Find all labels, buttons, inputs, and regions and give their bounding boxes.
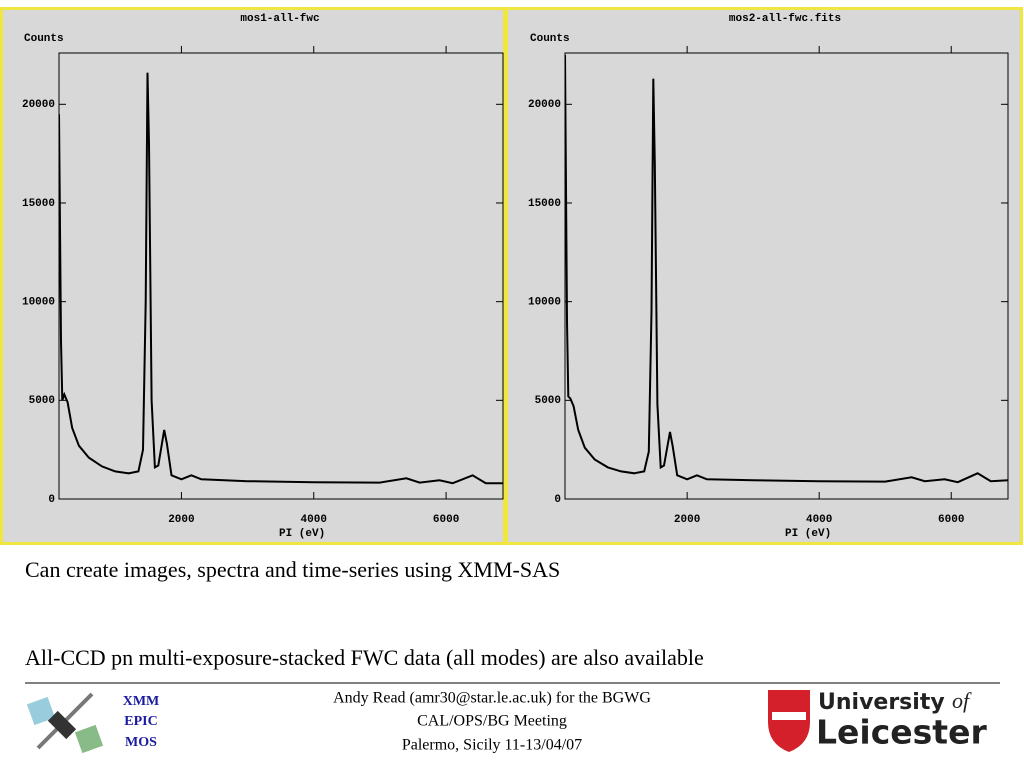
x-tick-label: 4000 [806, 514, 832, 526]
x-tick-label: 6000 [938, 514, 964, 526]
footer-text: Palermo, Sicily 11-13/04/07 [402, 737, 582, 754]
slide-text: Can create images, spectra and time-seri… [25, 557, 560, 582]
y-tick-label: 10000 [528, 297, 561, 309]
x-tick-label: 4000 [301, 514, 327, 526]
x-axis-label: PI (eV) [785, 528, 831, 540]
logo-shield [768, 690, 810, 752]
logo-band [772, 712, 806, 720]
y-tick-label: 15000 [528, 198, 561, 210]
panel [505, 7, 1023, 545]
chart-title: mos1-all-fwc [240, 13, 319, 25]
footer-text: CAL/OPS/BG Meeting [417, 713, 567, 730]
y-tick-label: 20000 [528, 99, 561, 111]
y-tick-label: 10000 [22, 297, 55, 309]
badge-text: EPIC [124, 714, 157, 729]
y-tick-label: 20000 [22, 99, 55, 111]
y-axis-label: Counts [530, 33, 570, 45]
spectrum-line [59, 72, 503, 485]
satellite-icon [26, 692, 104, 754]
logo-text: of [952, 688, 972, 713]
y-tick-label: 5000 [535, 395, 561, 407]
logo-text: Leicester [816, 713, 987, 752]
x-tick-label: 2000 [168, 514, 194, 526]
y-tick-label: 15000 [22, 198, 55, 210]
chart-title: mos2-all-fwc.fits [729, 13, 841, 25]
x-tick-label: 6000 [433, 514, 459, 526]
footer-text: Andy Read (amr30@star.le.ac.uk) for the … [333, 690, 651, 707]
y-tick-label: 5000 [29, 395, 55, 407]
charts: mos1-all-fwc Counts PI (eV) 0 5000 10000 15000… [22, 13, 1009, 540]
badge-text: XMM [123, 694, 160, 709]
plot-frame [564, 52, 1009, 500]
x-tick-label: 2000 [674, 514, 700, 526]
logo-text: University [818, 690, 945, 715]
plot-frame [58, 52, 504, 500]
y-axis-label: Counts [24, 33, 64, 45]
slide-text: All-CCD pn multi-exposure-stacked FWC da… [25, 645, 704, 670]
panel [0, 7, 506, 545]
y-tick-label: 0 [554, 494, 561, 506]
x-axis-label: PI (eV) [279, 528, 325, 540]
spectrum-line [565, 54, 1008, 484]
y-tick-label: 0 [48, 494, 55, 506]
badge-text: MOS [125, 735, 157, 750]
